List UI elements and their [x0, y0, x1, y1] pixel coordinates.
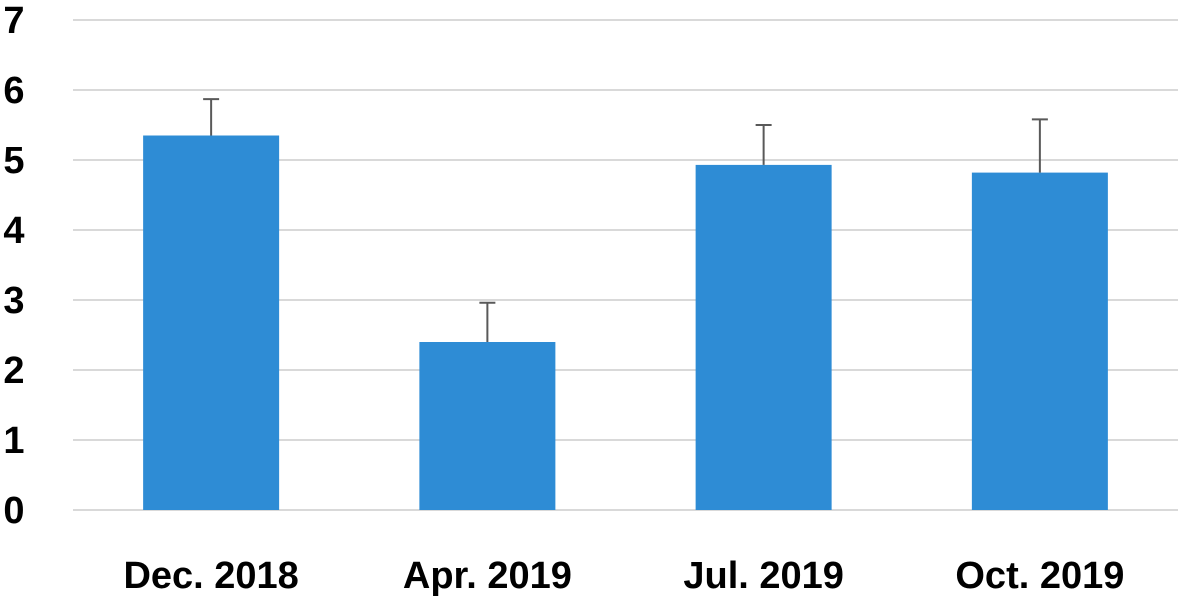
x-category-label-1: Apr. 2019 [403, 555, 572, 597]
y-tick-label-6: 6 [3, 70, 24, 112]
bar-0 [143, 135, 280, 510]
bar-2 [695, 164, 832, 510]
x-category-label-2: Jul. 2019 [683, 555, 844, 597]
x-category-label-3: Oct. 2019 [955, 555, 1124, 597]
error-bars [203, 98, 1048, 342]
y-tick-label-4: 4 [3, 210, 24, 252]
x-category-label-0: Dec. 2018 [123, 555, 298, 597]
y-tick-label-7: 7 [3, 0, 24, 42]
x-axis-category-labels: Dec. 2018 Apr. 2019 Jul. 2019 Oct. 2019 [123, 555, 1124, 597]
y-tick-label-0: 0 [3, 490, 24, 532]
bars [143, 135, 1108, 510]
y-tick-label-2: 2 [3, 350, 24, 392]
y-axis-tick-labels: 0 1 2 3 4 5 6 7 [3, 0, 24, 532]
y-tick-label-5: 5 [3, 140, 24, 182]
y-tick-label-3: 3 [3, 280, 24, 322]
bar-3 [971, 172, 1108, 510]
y-tick-label-1: 1 [3, 420, 24, 462]
bar-1 [419, 342, 556, 510]
